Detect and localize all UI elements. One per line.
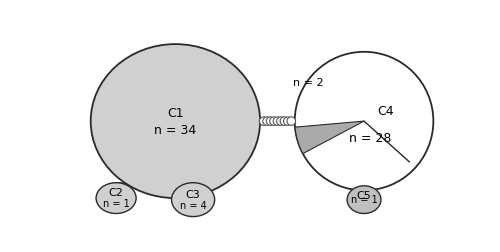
Circle shape <box>273 117 281 125</box>
Text: n = 1: n = 1 <box>350 195 378 205</box>
Circle shape <box>284 117 292 125</box>
Text: C3: C3 <box>186 190 200 200</box>
Circle shape <box>266 117 274 125</box>
Circle shape <box>263 117 272 125</box>
Circle shape <box>260 117 268 125</box>
Text: C4: C4 <box>378 105 394 118</box>
Text: C1: C1 <box>167 107 184 120</box>
Circle shape <box>295 52 434 191</box>
Text: n = 2: n = 2 <box>294 78 324 88</box>
Ellipse shape <box>90 44 260 198</box>
Ellipse shape <box>172 183 214 216</box>
Circle shape <box>276 117 285 125</box>
Ellipse shape <box>347 186 381 213</box>
Text: n = 34: n = 34 <box>154 124 196 137</box>
Text: n = 1: n = 1 <box>102 199 130 209</box>
Circle shape <box>280 117 288 125</box>
Text: n = 28: n = 28 <box>349 132 392 145</box>
Ellipse shape <box>96 183 136 213</box>
Text: n = 4: n = 4 <box>180 201 206 211</box>
Text: C2: C2 <box>108 188 124 199</box>
Circle shape <box>287 117 296 125</box>
Text: C5: C5 <box>356 191 372 201</box>
Wedge shape <box>295 121 364 154</box>
Circle shape <box>270 117 278 125</box>
